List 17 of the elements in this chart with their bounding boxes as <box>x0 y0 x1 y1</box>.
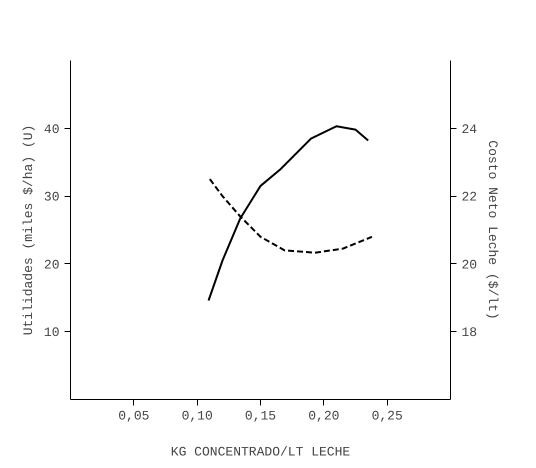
y2-axis-title: Costo Neto Leche ($/lt) <box>485 140 500 320</box>
x-tick-label: 0,20 <box>308 408 340 424</box>
line-series <box>208 125 370 302</box>
x-tick-label: 0,15 <box>244 408 276 424</box>
y2-tick-label: 22 <box>462 190 478 205</box>
y-axis-title: Utilidades (miles $/ha) (U) <box>20 124 36 336</box>
y2-tick-label: 18 <box>462 325 478 340</box>
x-tick-label: 0,05 <box>118 408 150 424</box>
x-tick-label: 0,25 <box>372 408 403 424</box>
y2-tick-label: 20 <box>462 257 478 272</box>
y-tick-label: 20 <box>44 257 60 272</box>
y-tick-label: 30 <box>44 190 60 205</box>
y2-tick-label: 24 <box>462 122 478 137</box>
x-axis-title: KG CONCENTRADO/LT LECHE <box>170 444 350 460</box>
x-tick-label: 0,10 <box>182 408 213 424</box>
y-tick-label: 10 <box>44 325 60 340</box>
y-tick-label: 40 <box>44 122 60 137</box>
